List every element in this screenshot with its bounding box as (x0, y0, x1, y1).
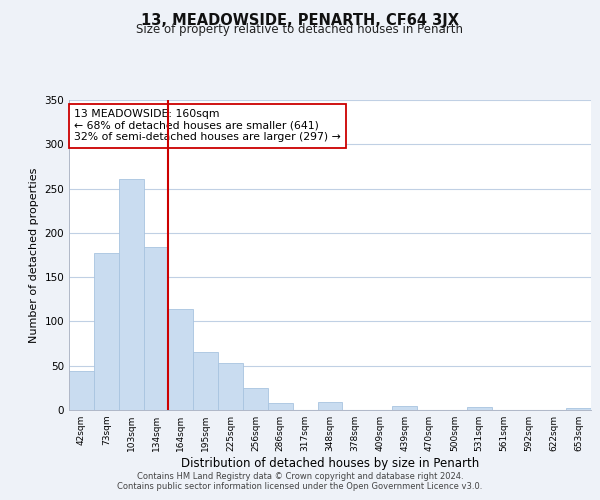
Bar (317, 402, 343, 410)
Bar (218, 363, 243, 410)
Text: 13 MEADOWSIDE: 160sqm
← 68% of detached houses are smaller (641)
32% of semi-det: 13 MEADOWSIDE: 160sqm ← 68% of detached … (74, 110, 341, 142)
Text: Contains HM Land Registry data © Crown copyright and database right 2024.: Contains HM Land Registry data © Crown c… (137, 472, 463, 481)
X-axis label: Distribution of detached houses by size in Penarth: Distribution of detached houses by size … (181, 457, 479, 470)
Text: Contains public sector information licensed under the Open Government Licence v3: Contains public sector information licen… (118, 482, 482, 491)
Text: Size of property relative to detached houses in Penarth: Size of property relative to detached ho… (137, 22, 464, 36)
Bar (268, 403, 293, 410)
Text: 13, MEADOWSIDE, PENARTH, CF64 3JX: 13, MEADOWSIDE, PENARTH, CF64 3JX (141, 12, 459, 28)
Bar (392, 406, 417, 410)
Bar (119, 179, 143, 410)
Bar (69, 371, 94, 410)
Bar (143, 247, 169, 410)
Bar (193, 352, 218, 410)
Bar (94, 253, 119, 410)
Bar (169, 309, 193, 410)
Bar (243, 388, 268, 410)
Y-axis label: Number of detached properties: Number of detached properties (29, 168, 39, 342)
Bar (566, 408, 591, 410)
Bar (467, 408, 491, 410)
